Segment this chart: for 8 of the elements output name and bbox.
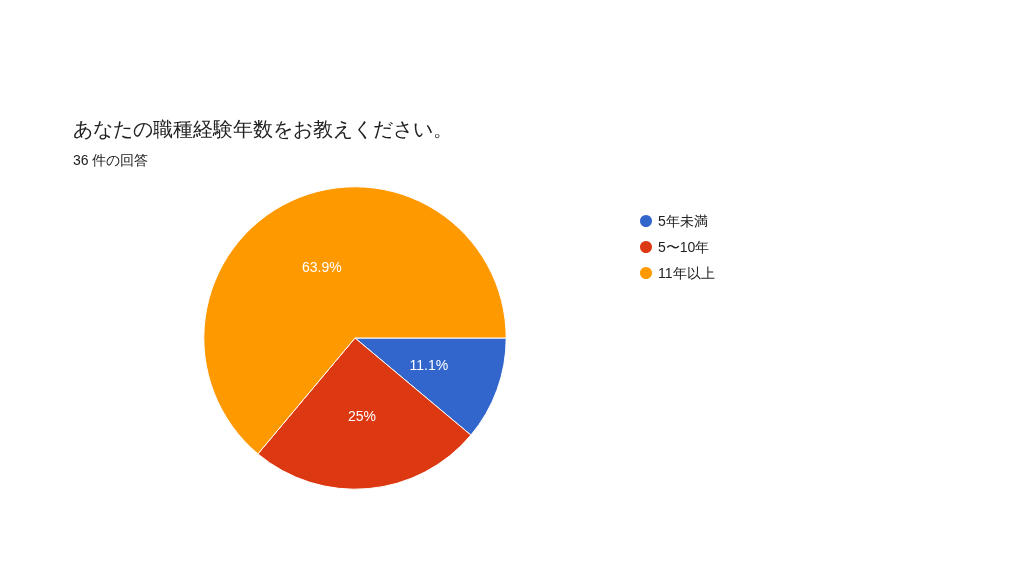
legend-label: 5年未満 xyxy=(658,213,708,229)
data-label: 63.9% xyxy=(301,258,342,275)
legend-label: 5〜10年 xyxy=(658,239,710,255)
data-label: 11.1% xyxy=(409,356,449,373)
chart-subtitle: 36 件の回答 xyxy=(73,152,149,168)
chart-title: あなたの職種経験年数をお教えください。 xyxy=(73,118,453,140)
data-label: 25% xyxy=(347,408,376,425)
legend-label: 11年以上 xyxy=(658,265,715,281)
